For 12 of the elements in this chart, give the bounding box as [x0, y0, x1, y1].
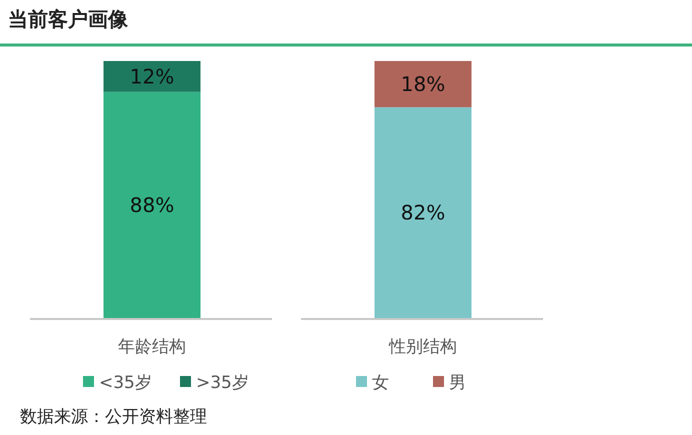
source-note: 数据来源：公开资料整理: [20, 407, 207, 427]
x-tick-label: 年龄结构: [118, 337, 186, 357]
data-label: 18%: [400, 72, 446, 96]
legend-label: <35岁: [99, 373, 152, 393]
data-label: 82%: [400, 200, 446, 225]
legend-label: 男: [449, 373, 466, 393]
legend-label: >35岁: [196, 373, 249, 393]
chart-title: 当前客户画像: [8, 7, 129, 31]
x-tick-label: 性别结构: [388, 337, 457, 357]
data-label: 12%: [130, 64, 174, 88]
data-label: 88%: [130, 192, 174, 217]
legend-label: 女: [372, 373, 389, 393]
